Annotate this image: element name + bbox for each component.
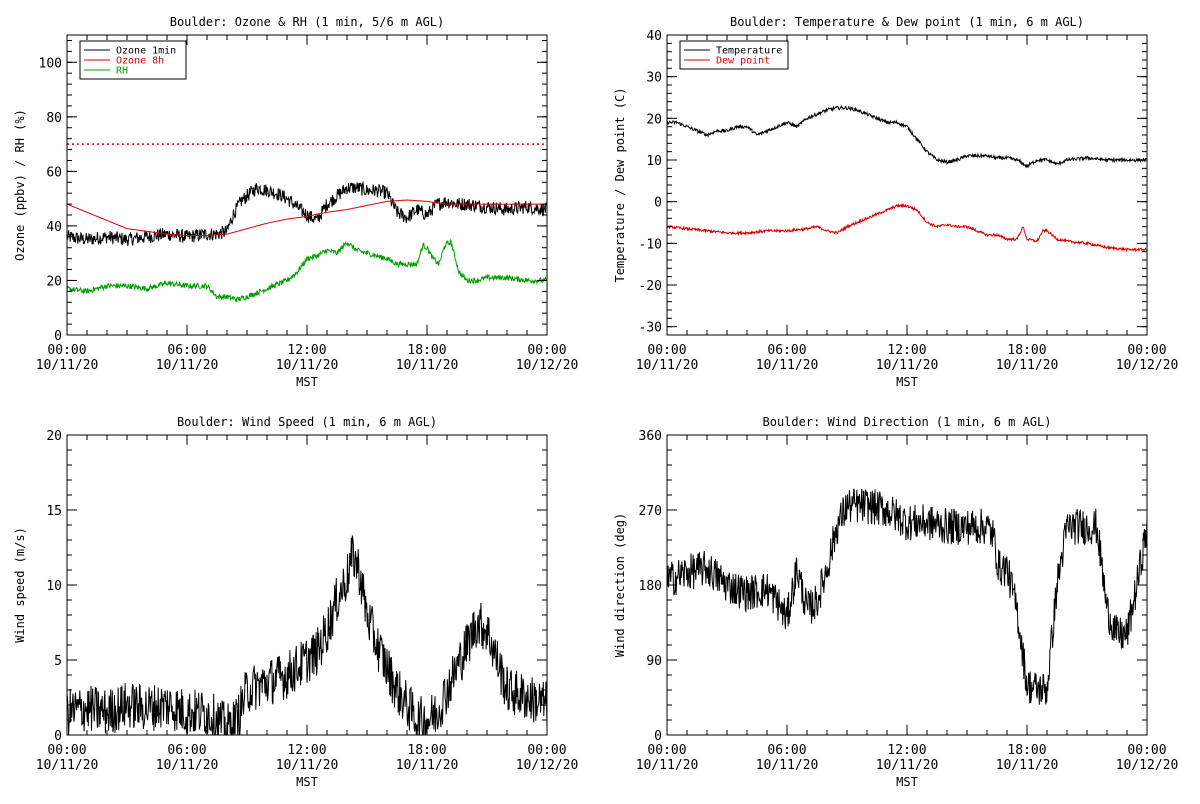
x-tick-date: 10/11/20 [396, 358, 459, 373]
x-tick-time: 00:00 [47, 343, 86, 358]
x-tick-time: 06:00 [767, 743, 806, 758]
y-tick-label: 0 [654, 729, 662, 744]
x-tick-date: 10/12/20 [1116, 758, 1179, 773]
y-tick-label: 15 [46, 504, 62, 519]
x-tick-time: 00:00 [527, 343, 566, 358]
y-axis-label: Wind speed (m/s) [13, 527, 27, 643]
legend-label: Ozone 8h [116, 56, 164, 67]
panel-1: Boulder: Ozone & RH (1 min, 5/6 m AGL) 0 2… [13, 15, 578, 389]
series-line-rh [67, 238, 547, 303]
x-tick-time: 06:00 [167, 743, 206, 758]
plot-frame [666, 34, 1148, 336]
y-tick-label: 60 [46, 165, 62, 180]
chart-title: Boulder: Ozone & RH (1 min, 5/6 m AGL) [170, 15, 445, 29]
x-axis-label: MST [896, 775, 918, 789]
y-tick-label: 80 [46, 111, 62, 126]
series-line-series-1 [67, 535, 547, 735]
x-axis-label: MST [296, 775, 318, 789]
y-tick-label: 180 [639, 579, 662, 594]
y-tick-label: 270 [639, 504, 662, 519]
y-axis-label: Temperature / Dew point (C) [613, 87, 627, 282]
x-tick-time: 06:00 [167, 343, 206, 358]
x-axis-label: MST [296, 375, 318, 389]
y-tick-label: 10 [646, 154, 662, 169]
x-tick-time: 00:00 [1127, 743, 1166, 758]
x-axis-label: MST [896, 375, 918, 389]
legend-box [679, 40, 789, 70]
x-tick-date: 10/12/20 [1116, 358, 1179, 373]
series-line-temperature [667, 104, 1147, 169]
x-tick-date: 10/11/20 [156, 358, 219, 373]
x-tick-date: 10/12/20 [516, 758, 579, 773]
y-tick-label: -20 [639, 279, 662, 294]
y-tick-label: 100 [39, 56, 62, 71]
x-tick-date: 10/11/20 [636, 358, 699, 373]
y-tick-label: 360 [639, 429, 662, 444]
x-tick-date: 10/11/20 [276, 358, 339, 373]
x-tick-date: 10/11/20 [996, 758, 1059, 773]
y-tick-label: 30 [646, 71, 662, 86]
x-tick-time: 12:00 [887, 343, 926, 358]
legend-label: Ozone 1min [116, 46, 176, 57]
legend-label: Dew point [716, 56, 770, 67]
x-tick-date: 10/11/20 [996, 358, 1059, 373]
y-axis-label: Wind direction (deg) [613, 513, 627, 658]
x-tick-date: 10/11/20 [876, 358, 939, 373]
x-tick-date: 10/11/20 [756, 358, 819, 373]
x-tick-date: 10/11/20 [36, 758, 99, 773]
x-tick-date: 10/11/20 [36, 358, 99, 373]
x-tick-time: 06:00 [767, 343, 806, 358]
x-tick-date: 10/11/20 [636, 758, 699, 773]
y-tick-label: 10 [46, 579, 62, 594]
y-tick-label: 20 [46, 274, 62, 289]
panel-3: Boulder: Wind Speed (1 min, 6 m AGL) 0 5 10… [13, 415, 578, 789]
panel-4: Boulder: Wind Direction (1 min, 6 m AGL)… [613, 415, 1178, 789]
y-tick-label: 40 [46, 220, 62, 235]
x-tick-date: 10/11/20 [156, 758, 219, 773]
y-tick-label: 90 [646, 654, 662, 669]
x-tick-time: 00:00 [647, 343, 686, 358]
y-tick-label: 0 [54, 329, 62, 344]
y-tick-label: 20 [646, 112, 662, 127]
x-tick-time: 18:00 [1007, 743, 1046, 758]
x-tick-time: 00:00 [647, 743, 686, 758]
panel-2: Boulder: Temperature & Dew point (1 min,… [613, 15, 1178, 389]
series-line-series-1 [667, 488, 1147, 705]
x-tick-time: 18:00 [407, 343, 446, 358]
x-tick-time: 12:00 [287, 743, 326, 758]
x-tick-time: 00:00 [47, 743, 86, 758]
y-tick-label: 5 [54, 654, 62, 669]
x-tick-time: 12:00 [887, 743, 926, 758]
series-line-ozone-8h [67, 199, 547, 236]
series-line-dew-point [667, 203, 1147, 253]
chart-title: Boulder: Wind Direction (1 min, 6 m AGL) [763, 415, 1052, 429]
y-tick-label: 40 [646, 29, 662, 44]
y-tick-label: 0 [54, 729, 62, 744]
y-tick-label: -10 [639, 237, 662, 252]
x-tick-time: 12:00 [287, 343, 326, 358]
series-line-ozone-1min [67, 180, 547, 247]
plot-frame [66, 34, 548, 336]
y-axis-label: Ozone (ppbv) / RH (%) [13, 109, 27, 261]
chart-title: Boulder: Wind Speed (1 min, 6 m AGL) [177, 415, 437, 429]
chart-title: Boulder: Temperature & Dew point (1 min,… [730, 15, 1084, 29]
x-tick-date: 10/11/20 [876, 758, 939, 773]
x-tick-time: 18:00 [407, 743, 446, 758]
x-tick-time: 18:00 [1007, 343, 1046, 358]
y-tick-label: 20 [46, 429, 62, 444]
legend-label: Temperature [716, 46, 782, 57]
x-tick-time: 00:00 [1127, 343, 1166, 358]
x-tick-date: 10/12/20 [516, 358, 579, 373]
y-tick-label: -30 [639, 321, 662, 336]
x-tick-date: 10/11/20 [396, 758, 459, 773]
x-tick-date: 10/11/20 [276, 758, 339, 773]
legend-label: RH [116, 66, 128, 77]
y-tick-label: 0 [654, 196, 662, 211]
x-tick-time: 00:00 [527, 743, 566, 758]
x-tick-date: 10/11/20 [756, 758, 819, 773]
